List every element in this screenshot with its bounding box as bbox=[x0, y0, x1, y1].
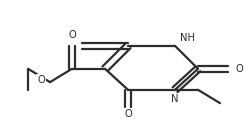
Text: NH: NH bbox=[180, 33, 195, 43]
Text: O: O bbox=[124, 109, 132, 119]
Text: O: O bbox=[68, 30, 76, 40]
Text: O: O bbox=[37, 75, 45, 85]
Text: N: N bbox=[171, 94, 179, 104]
Text: O: O bbox=[235, 64, 243, 74]
